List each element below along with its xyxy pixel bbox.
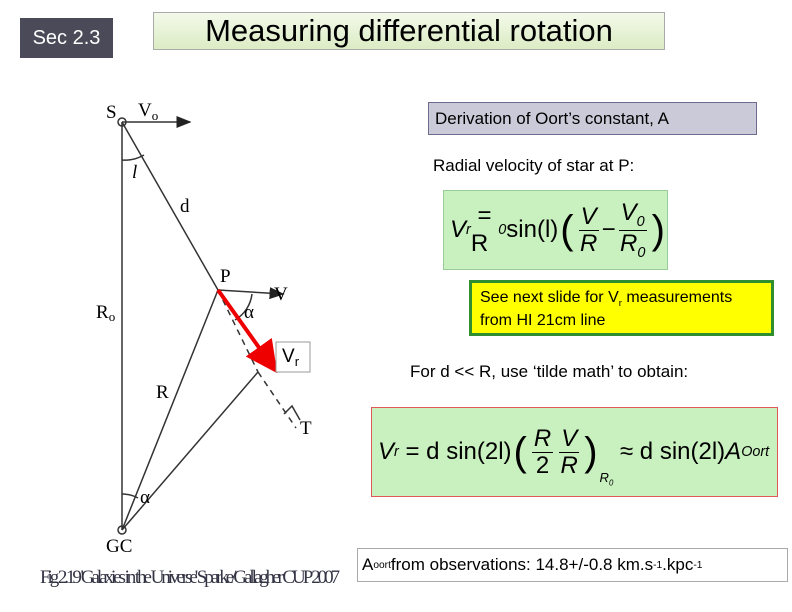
label: V <box>138 100 152 121</box>
label: T <box>300 418 312 439</box>
text: measurements from HI 21cm line <box>480 289 733 329</box>
eq-part: r <box>466 222 471 238</box>
label: S <box>106 102 117 123</box>
d-line <box>121 121 219 291</box>
eq-part: R <box>599 470 609 486</box>
text: Radial velocity of star at P: <box>433 156 635 175</box>
diagram: S Vo l d P V α Ro Vr R T α GC Fig 2.19 '… <box>40 100 340 588</box>
label: α <box>244 302 254 323</box>
label: o <box>152 108 159 123</box>
label: α <box>140 487 150 508</box>
eq-part: R <box>531 425 554 453</box>
text: from observations: 14.8+/-0.8 km.s <box>390 555 654 574</box>
derivation-box: Derivation of Oort’s constant, A <box>428 102 757 135</box>
eq-part: V <box>620 198 637 226</box>
text: A <box>362 555 374 574</box>
section-label: Sec 2.3 <box>20 18 113 58</box>
note-box: See next slide for Vr measurements from … <box>469 280 774 336</box>
eq-part: sin(2l) <box>446 438 512 465</box>
label: Ro <box>96 302 115 324</box>
eq-part: 0 <box>498 222 507 238</box>
vr-box <box>275 341 311 373</box>
eq-part: A <box>725 438 742 465</box>
label: Vr <box>282 346 300 369</box>
label: GC <box>106 536 132 557</box>
right-angle <box>283 404 301 421</box>
label: R <box>156 382 169 403</box>
label: l <box>132 162 137 183</box>
s-point <box>117 117 127 127</box>
text: For d << R, use ‘tilde math’ to obtain: <box>410 362 689 381</box>
eq-part: Oort <box>741 444 770 460</box>
slide-title: Measuring differential rotation <box>153 12 665 50</box>
l-arc <box>121 154 145 161</box>
gc-t-line <box>121 371 259 531</box>
alpha-arc <box>121 493 139 499</box>
r-line <box>121 289 219 531</box>
gc-point <box>117 525 127 535</box>
eq-part: 2 <box>535 451 550 479</box>
eq-part: = R <box>470 202 492 257</box>
text: -1 <box>693 559 703 571</box>
text: r <box>618 298 622 310</box>
caption: Fig 2.19 'Galaxies in the Universe' Spar… <box>40 567 340 588</box>
label: d <box>180 196 190 217</box>
eq-part: R <box>579 229 598 257</box>
eq-part: R <box>560 451 578 479</box>
eq-part: 0 <box>637 244 646 261</box>
label: R <box>96 302 109 323</box>
eq-part: 0 <box>608 479 614 488</box>
eq-part: V <box>559 425 580 453</box>
eq-part: V <box>578 203 599 231</box>
t-dash <box>257 371 297 429</box>
text: See next slide for V <box>480 289 619 306</box>
eq-part: r <box>394 444 399 460</box>
vr-arrow <box>216 288 278 374</box>
eq-part: R <box>619 229 638 257</box>
label: P <box>220 266 231 287</box>
label: o <box>109 309 116 324</box>
eq-part: V <box>378 438 395 465</box>
label: r <box>295 354 300 369</box>
p-dash <box>217 289 259 373</box>
text: -1 <box>653 559 663 571</box>
eq-part: sin(2l) <box>659 438 726 465</box>
eq-part: d <box>639 438 654 465</box>
label: Vo <box>138 100 158 123</box>
eq-part: sin(l) <box>506 216 559 243</box>
text: oort <box>373 559 391 571</box>
label: V <box>274 284 288 305</box>
text: .kpc <box>662 555 694 574</box>
eq-part: = d <box>405 438 440 465</box>
label: V <box>282 346 295 367</box>
v-arrow <box>217 287 285 300</box>
eq-part: 0 <box>636 213 645 230</box>
eq-part: V <box>450 216 467 243</box>
